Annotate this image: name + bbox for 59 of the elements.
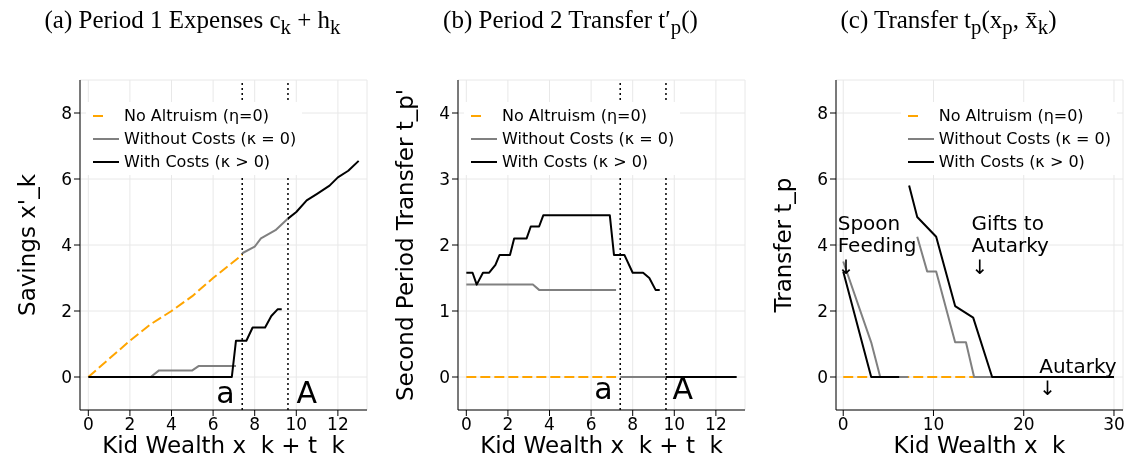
y-tick-label: 2 <box>61 301 72 322</box>
x-tick-label: 8 <box>627 414 639 435</box>
y-tick-label: 6 <box>817 169 828 190</box>
annotation: Autarky ↓ <box>1039 354 1117 400</box>
legend-label: Without Costs (κ = 0) <box>124 128 297 150</box>
y-tick-label: 1 <box>439 301 450 322</box>
y-axis-title: Savings x'_k <box>14 174 40 316</box>
x-tick-label: 12 <box>327 414 349 435</box>
x-axis-title: Kid Wealth x k + t k <box>102 432 345 458</box>
chart-title: (b) Period 2 Transfer t′$_{p}$() <box>442 6 699 40</box>
y-tick-label: 2 <box>439 235 450 256</box>
y-tick-label: 0 <box>817 367 828 388</box>
annotation: a <box>594 370 613 406</box>
x-tick-label: 10 <box>285 414 308 435</box>
x-tick-label: 2 <box>502 414 514 435</box>
chart-title: (a) Period 1 Expenses c$_{k}$ + h$_{k}$ <box>43 6 342 40</box>
x-tick-label: 12 <box>705 414 727 435</box>
annotation: a <box>216 374 235 410</box>
x-tick-label: 6 <box>585 414 597 435</box>
annotation: A <box>296 374 317 410</box>
x-tick-label: 4 <box>544 414 555 435</box>
annotation: Gifts to Autarky ↓ <box>971 211 1049 279</box>
y-tick-label: 8 <box>817 103 828 124</box>
annotation: Spoon Feeding ↓ <box>837 211 917 279</box>
y-tick-label: 6 <box>61 169 72 190</box>
x-tick-label: 0 <box>837 414 849 435</box>
y-tick-label: 8 <box>61 103 72 124</box>
legend-label: With Costs (κ > 0) <box>124 151 271 173</box>
y-tick-label: 4 <box>817 235 828 256</box>
x-tick-label: 10 <box>922 414 945 435</box>
annotation: A <box>672 370 693 406</box>
y-tick-label: 3 <box>439 169 450 190</box>
y-tick-label: 4 <box>439 103 450 124</box>
x-tick-label: 0 <box>460 414 472 435</box>
x-tick-label: 30 <box>1103 414 1125 435</box>
legend-label: No Altruism (η=0) <box>938 105 1084 127</box>
legend-label: With Costs (κ > 0) <box>938 151 1085 173</box>
legend-label: Without Costs (κ = 0) <box>502 128 675 150</box>
legend-label: With Costs (κ > 0) <box>502 151 649 173</box>
y-tick-label: 0 <box>439 367 450 388</box>
x-tick-label: 6 <box>207 414 219 435</box>
line-series <box>87 253 244 378</box>
x-tick-label: 20 <box>1012 414 1035 435</box>
x-tick-label: 2 <box>124 414 136 435</box>
y-axis-title: Transfer t_p <box>770 177 796 313</box>
x-tick-label: 0 <box>82 414 94 435</box>
legend-label: Without Costs (κ = 0) <box>938 128 1111 150</box>
x-tick-label: 10 <box>663 414 686 435</box>
chart-title: (c) Transfer t$_{p}$(x$_{p}$, x̄$_{k}$) <box>839 6 1058 40</box>
legend-label: No Altruism (η=0) <box>124 105 269 127</box>
x-axis-title: Kid Wealth x k + t k <box>480 432 723 458</box>
y-tick-label: 4 <box>61 235 72 256</box>
y-tick-label: 2 <box>817 301 828 322</box>
x-axis-title: Kid Wealth x k <box>893 432 1066 458</box>
x-tick-label: 8 <box>249 414 261 435</box>
x-tick-label: 4 <box>166 414 177 435</box>
y-tick-label: 0 <box>61 367 72 388</box>
legend-label: No Altruism (η=0) <box>502 105 647 127</box>
y-axis-title: Second Period Transfer t_p' <box>392 88 418 402</box>
